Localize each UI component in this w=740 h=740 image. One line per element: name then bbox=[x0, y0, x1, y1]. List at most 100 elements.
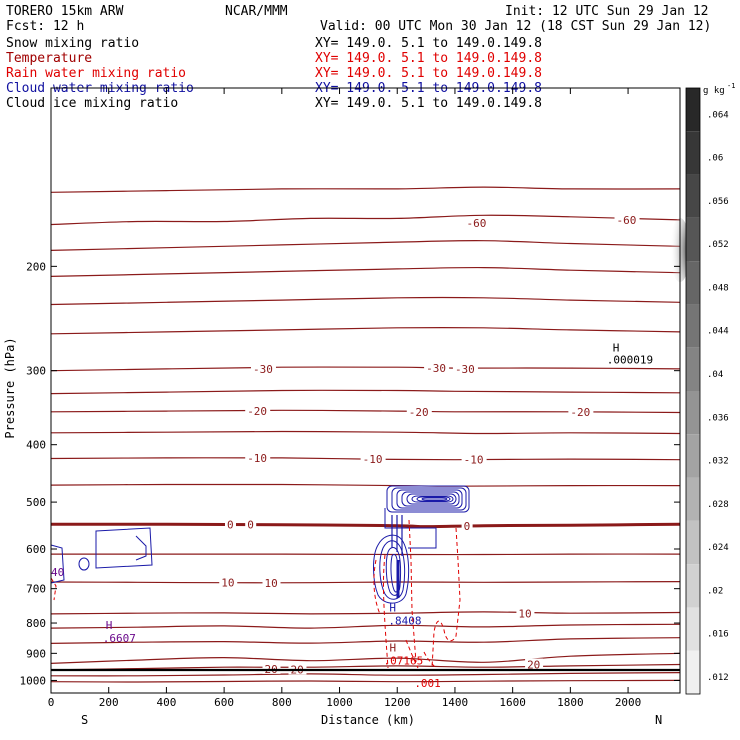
x-tick-label: 0 bbox=[48, 696, 55, 709]
rain-max-marker: H bbox=[389, 641, 396, 654]
colorbar-segment bbox=[686, 217, 700, 262]
rain-water-contour bbox=[50, 577, 57, 601]
colorbar-frame bbox=[685, 87, 701, 695]
colorbar-segment bbox=[686, 174, 700, 218]
cloud-water-contour bbox=[396, 489, 463, 509]
temperature-label-bg bbox=[516, 607, 535, 619]
x-tick-label: 1400 bbox=[442, 696, 469, 709]
temperature-label-bg bbox=[614, 213, 640, 225]
temperature-label: -60 bbox=[466, 217, 486, 230]
y-tick-label: 800 bbox=[26, 617, 46, 630]
temperature-label: 10 bbox=[518, 608, 531, 621]
temperature-label-bg bbox=[461, 520, 473, 532]
colorbar-tick-label: .012 bbox=[707, 673, 729, 683]
legend-snow-xy: XY= 149.0. 5.1 to 149.0.149.8 bbox=[315, 36, 542, 51]
colorbar-tick-label: .048 bbox=[707, 283, 729, 293]
temperature-label-bg bbox=[525, 658, 544, 670]
temperature-label-bg bbox=[225, 518, 237, 530]
colorbar-segment bbox=[686, 434, 700, 478]
temperature-label-bg bbox=[219, 576, 238, 588]
temperature-label: 20 bbox=[527, 659, 540, 672]
cloud-ice-max-marker: H bbox=[613, 341, 620, 354]
rain-water-contour bbox=[382, 554, 389, 669]
temperature-contour bbox=[50, 672, 681, 677]
colorbar-segment bbox=[686, 520, 700, 565]
colorbar-tick-label: .04 bbox=[707, 370, 723, 380]
colorbar-segment bbox=[686, 607, 700, 651]
temperature-contour bbox=[50, 581, 681, 584]
legend-rain: Rain water mixing ratio bbox=[6, 66, 186, 81]
axes-layer: 0 200 400 600 800 1000 1200 1400 1600 1800 2000200… bbox=[20, 87, 681, 709]
rain-water-contour bbox=[431, 527, 461, 669]
temperature-label-bg bbox=[262, 577, 281, 589]
temperature-contour bbox=[50, 186, 681, 193]
temperature-label: 0 bbox=[464, 520, 471, 533]
init-time: Init: 12 UTC Sun 29 Jan 12 bbox=[505, 4, 709, 19]
cloud-ice-max-value: .000019 bbox=[607, 353, 653, 366]
y-tick-label: 200 bbox=[26, 260, 46, 273]
x-tick-label: 400 bbox=[156, 696, 176, 709]
y-tick-label: 500 bbox=[26, 496, 46, 509]
cloud-water-west-value: .6607 bbox=[103, 632, 136, 645]
colorbar-segment bbox=[686, 391, 700, 435]
temperature-label-bg bbox=[262, 662, 281, 674]
temperature-contour bbox=[50, 240, 681, 251]
x-tick-label: 1600 bbox=[499, 696, 526, 709]
x-tick-label: 800 bbox=[272, 696, 292, 709]
temperature-label-bg bbox=[464, 217, 490, 229]
model-name: TORERO 15km ARW bbox=[6, 4, 124, 19]
colorbar-tick-label: .052 bbox=[707, 240, 729, 250]
temperature-contour bbox=[50, 679, 681, 683]
temperature-label: -30 bbox=[253, 363, 273, 376]
plot-frame bbox=[50, 87, 681, 694]
y-tick-label: 700 bbox=[26, 583, 46, 596]
colorbar-segment bbox=[686, 477, 700, 521]
legend-temperature-xy: XY= 149.0. 5.1 to 149.0.149.8 bbox=[315, 51, 542, 66]
legend-rain-xy: XY= 149.0. 5.1 to 149.0.149.8 bbox=[315, 66, 542, 81]
colorbar-tick-label: .016 bbox=[707, 630, 729, 640]
forecast-hour: Fcst: 12 h bbox=[6, 19, 84, 34]
temperature-contour bbox=[50, 611, 681, 615]
rain-min-label: .001 bbox=[414, 677, 441, 690]
cloud-water-contour bbox=[421, 497, 448, 501]
x-tick-label: 1000 bbox=[326, 696, 353, 709]
temperature-label: -20 bbox=[570, 406, 590, 419]
rain-water-contour bbox=[405, 639, 419, 669]
x-tick-label: 1200 bbox=[384, 696, 411, 709]
temperature-label-bg bbox=[452, 362, 478, 374]
temperature-label: 10 bbox=[265, 577, 278, 590]
y-tick-label: 400 bbox=[26, 439, 46, 452]
temperature-label-bg bbox=[245, 518, 257, 530]
colorbar-segment bbox=[686, 564, 700, 608]
y-tick-label: 1000 bbox=[20, 674, 47, 687]
rain-water-contour bbox=[423, 651, 437, 669]
cloud-water-contour bbox=[50, 544, 65, 584]
temperature-label-bg bbox=[360, 453, 386, 465]
y-tick-label: 900 bbox=[26, 647, 46, 660]
cloud-water-contour bbox=[385, 547, 402, 596]
colorbar-tick-label: .024 bbox=[707, 543, 729, 553]
temperature-contour bbox=[50, 663, 681, 671]
temperature-contour bbox=[50, 637, 681, 644]
cloud-water-contour bbox=[78, 557, 90, 571]
colorbar-tick-label: .032 bbox=[707, 457, 729, 467]
temperature-contour bbox=[50, 214, 681, 226]
y-axis-label: Pressure (hPa) bbox=[3, 337, 17, 438]
y-tick-label: 300 bbox=[26, 365, 46, 378]
cloud-water-contour bbox=[135, 535, 147, 561]
temperature-label-bg bbox=[424, 362, 450, 374]
colorbar-tick-label: .056 bbox=[707, 197, 729, 207]
x-endpoint-left: S bbox=[81, 713, 88, 727]
colorbar-segment bbox=[686, 88, 700, 132]
x-tick-label: 600 bbox=[214, 696, 234, 709]
temperature-contour bbox=[50, 430, 681, 435]
temperature-contour bbox=[50, 266, 681, 277]
contour-layer: -60 -60-30 -30 -30-20 -20 -20-10 -10 -100 0 010 10… bbox=[50, 186, 690, 690]
colorbar-tick-label: .028 bbox=[707, 500, 729, 510]
temperature-contour bbox=[50, 389, 681, 395]
temperature-label: -10 bbox=[363, 453, 383, 466]
temperature-label: 0 bbox=[227, 518, 234, 531]
colorbar: .064 .06 .056 .052 .048 .044 .04 .036 .032 .028 .0… bbox=[685, 82, 735, 695]
x-endpoint-right: N bbox=[655, 713, 662, 727]
